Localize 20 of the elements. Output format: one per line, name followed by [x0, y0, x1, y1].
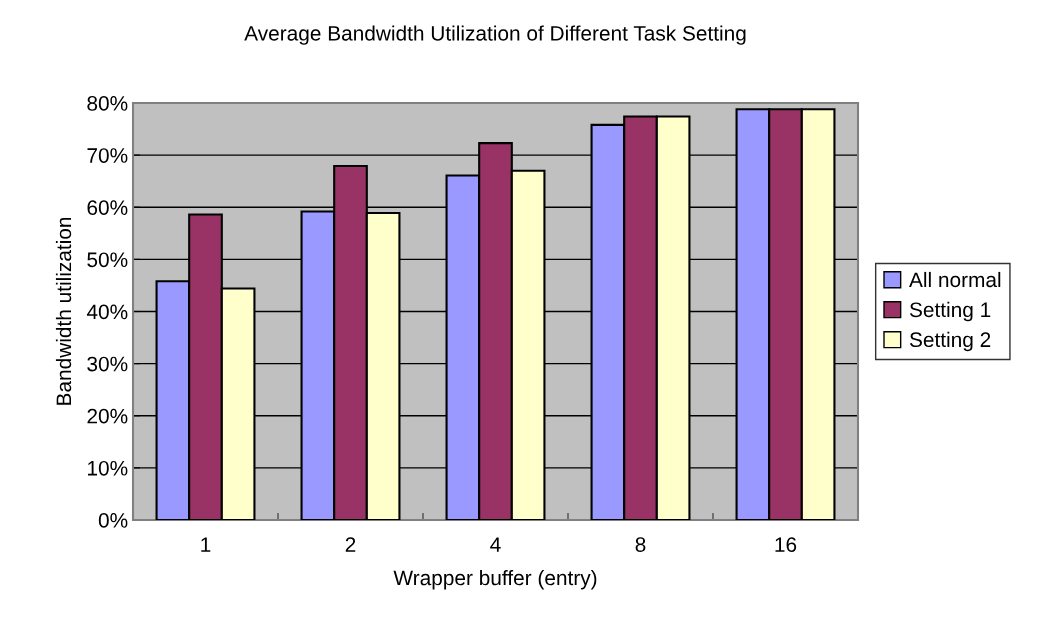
y-tick-label: 20%: [87, 408, 128, 424]
x-tick-label: 1: [201, 537, 211, 552]
x-tick-label: 4: [490, 537, 501, 552]
legend-label: All normal: [909, 271, 1001, 288]
legend-label: Setting 1: [909, 301, 991, 322]
y-tick-label: 60%: [87, 200, 128, 215]
legend-label: Setting 2: [909, 331, 991, 352]
x-tick-label: 16: [775, 537, 797, 552]
y-tick-label: 70%: [87, 148, 128, 163]
y-tick-label: 0%: [98, 513, 128, 528]
x-axis-title: Wrapper buffer (entry): [393, 569, 597, 590]
y-tick-label: 80%: [87, 96, 128, 111]
y-tick-label: 50%: [87, 252, 128, 268]
y-tick-label: 40%: [86, 304, 128, 320]
x-tick-label: 8: [635, 537, 646, 552]
y-tick-label: 30%: [87, 356, 128, 372]
y-tick-label: 10%: [88, 460, 128, 476]
chart-title: Average Bandwidth Utilization of Different Task Setting: [244, 25, 746, 45]
x-tick-label: 2: [345, 537, 356, 552]
y-axis-title: Bandwidth utilization: [55, 217, 72, 405]
